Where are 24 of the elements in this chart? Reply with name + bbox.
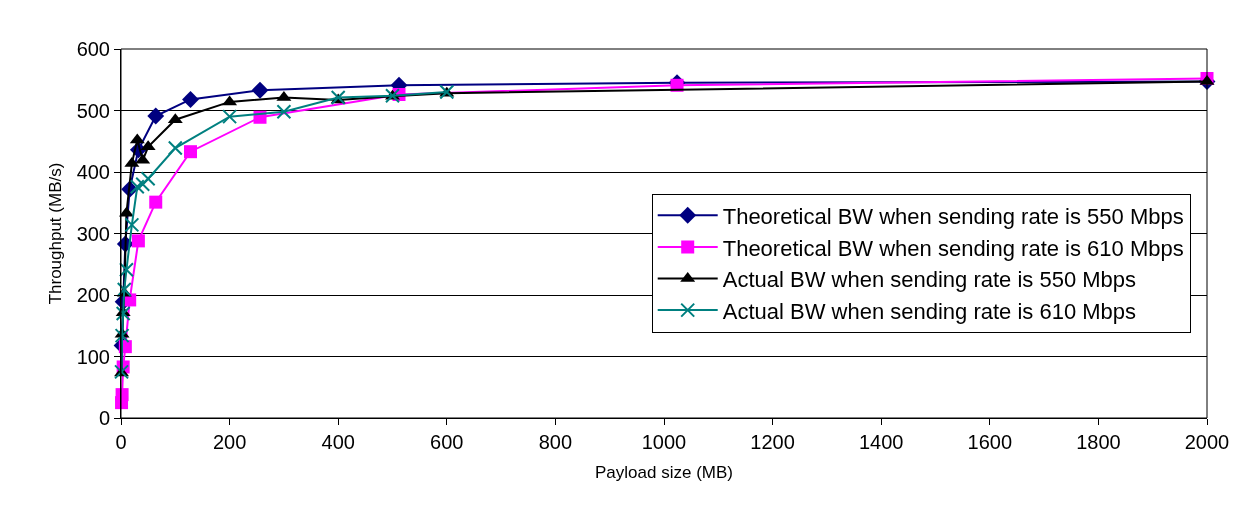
x-tick-label: 400: [321, 431, 355, 453]
legend-label: Actual BW when sending rate is 550 Mbps: [722, 267, 1137, 293]
x-tick-label: 1600: [967, 431, 1013, 453]
y-tick-label: 200: [76, 284, 110, 306]
y-tick-label: 600: [76, 38, 110, 60]
x-tick-label: 0: [115, 431, 127, 453]
x-tick-label: 1200: [750, 431, 795, 453]
y-axis-title: Throughput (MB/s): [46, 162, 66, 305]
x-tick-label: 600: [430, 431, 464, 453]
x-tick-label: 1000: [641, 431, 687, 453]
x-tick-label: 800: [538, 431, 573, 453]
legend-label: Theoretical BW when sending rate is 610 Mbps: [722, 235, 1184, 261]
y-tick-label: 500: [76, 99, 110, 122]
legend-label: Theoretical BW when sending rate is 550 Mbps: [722, 203, 1184, 229]
x-tick-label: 2000: [1184, 431, 1230, 453]
x-tick-label: 200: [212, 431, 247, 453]
legend-label: Actual BW when sending rate is 610 Mbps: [722, 298, 1137, 324]
y-tick-label: 400: [76, 161, 110, 183]
y-tick-label: 300: [76, 222, 110, 245]
x-axis-title: Payload size (MB): [595, 463, 733, 483]
x-tick-label: 1400: [858, 431, 904, 453]
x-tick-label: 1800: [1076, 431, 1121, 453]
y-tick-label: 100: [76, 345, 110, 368]
y-tick-label: 0: [98, 407, 110, 429]
